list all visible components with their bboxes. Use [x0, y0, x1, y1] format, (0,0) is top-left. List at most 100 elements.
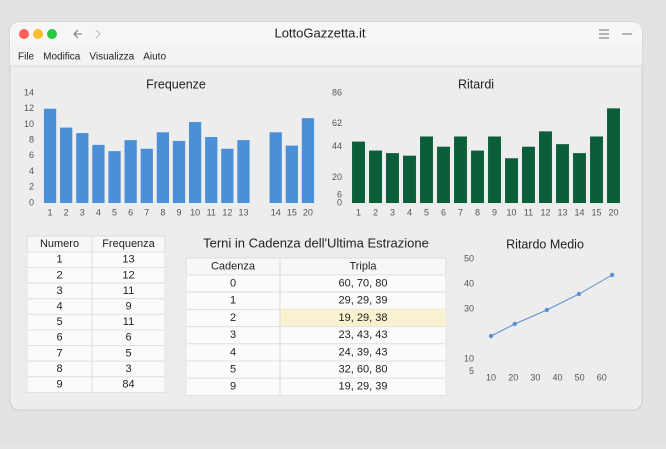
x-tick-label: 3 — [390, 207, 395, 217]
table-cell: 6 — [125, 332, 131, 344]
menu-bar — [10, 46, 642, 66]
table-cell: 1 — [56, 254, 62, 266]
x-tick-label: 9 — [492, 207, 497, 217]
column-header: Tripla — [349, 260, 377, 272]
table-cell: 8 — [56, 363, 62, 375]
table-cell: 23, 43, 43 — [339, 329, 388, 341]
table-title: Terni in Cadenza dell'Ultima Estrazione — [203, 235, 429, 250]
bar — [285, 145, 298, 203]
menu-item[interactable]: File — [18, 52, 35, 63]
table-cell: 7 — [56, 347, 62, 359]
y-tick-label: 20 — [332, 172, 342, 182]
x-tick-label: 14 — [271, 207, 281, 217]
table-cell: 4 — [230, 346, 236, 358]
back-button[interactable] — [73, 29, 82, 39]
x-tick-label: 3 — [80, 207, 85, 217]
table-row — [185, 377, 447, 396]
bar — [60, 127, 73, 203]
table-row — [26, 360, 166, 378]
table-row — [26, 267, 166, 284]
y-tick-label: 0 — [29, 197, 34, 207]
title-bar — [10, 22, 642, 46]
bar — [92, 144, 105, 203]
point — [609, 272, 615, 278]
table-cell: 60, 70, 80 — [339, 278, 388, 290]
bar — [505, 158, 518, 203]
bar — [108, 151, 121, 203]
table-cell: 2 — [56, 269, 62, 281]
x-tick-label: 10 — [190, 207, 200, 217]
bar — [124, 140, 137, 203]
y-tick-label: 86 — [332, 87, 342, 97]
y-tick-label: 10 — [24, 119, 34, 129]
chart-title: Frequenze — [146, 77, 206, 91]
table-cell: 2 — [230, 312, 236, 324]
menu-item[interactable]: Modifica — [43, 52, 81, 63]
bar — [301, 118, 315, 203]
y-tick-label: 44 — [332, 141, 342, 151]
x-tick-label: 20 — [608, 207, 618, 217]
minimize-button[interactable] — [33, 29, 43, 39]
bar — [386, 153, 399, 203]
menu-item[interactable]: Visualizza — [89, 52, 134, 63]
table-cell: 0 — [230, 278, 236, 290]
menu-item[interactable]: Aiuto — [143, 52, 166, 63]
x-tick-label: 4 — [96, 207, 101, 217]
table-cell: 1 — [230, 295, 236, 307]
table-cell: 19, 29, 38 — [339, 312, 388, 324]
y-tick-label: 50 — [464, 253, 474, 263]
y-tick-label: 5 — [469, 366, 474, 376]
x-tick-label: 2 — [373, 207, 378, 217]
x-tick-label: 5 — [112, 207, 117, 217]
column-header: Numero — [40, 238, 79, 250]
x-tick-label: 10 — [506, 207, 516, 217]
bar — [420, 136, 433, 203]
x-tick-label: 15 — [591, 207, 601, 217]
highlight-cell — [280, 309, 446, 327]
bar — [522, 146, 535, 203]
bar — [237, 140, 250, 203]
table-cell: 84 — [122, 379, 134, 391]
sidebar-button[interactable] — [599, 29, 609, 39]
x-tick-label: 7 — [458, 207, 463, 217]
table-row — [185, 291, 447, 310]
close-button[interactable] — [19, 29, 29, 39]
table-cell: 5 — [230, 364, 236, 376]
point — [576, 291, 582, 297]
bar — [539, 131, 552, 203]
bar — [403, 155, 416, 203]
bar — [140, 148, 153, 203]
bar — [437, 146, 450, 203]
window-title: LottoGazzetta.it — [274, 25, 365, 40]
y-tick-label: 4 — [29, 166, 34, 176]
x-tick-label: 6 — [441, 207, 446, 217]
bar — [607, 108, 620, 203]
y-tick-label: 2 — [29, 182, 34, 192]
table-cell: 9 — [56, 379, 62, 391]
table-row — [185, 274, 447, 293]
table-cell: 19, 29, 39 — [339, 381, 388, 393]
x-tick-label: 11 — [207, 207, 216, 217]
y-tick-label: 30 — [464, 303, 474, 313]
bar — [488, 136, 501, 203]
x-tick-label: 7 — [144, 207, 149, 217]
x-tick-label: 6 — [128, 207, 133, 217]
table-row — [185, 360, 447, 379]
table-row — [26, 345, 166, 362]
x-tick-label: 15 — [287, 207, 297, 217]
forward-button[interactable] — [95, 29, 101, 39]
table-cell: 12 — [122, 269, 134, 281]
y-tick-label: 14 — [24, 87, 34, 97]
zoom-button[interactable] — [47, 29, 57, 39]
table-cell: 13 — [122, 254, 134, 266]
x-tick-label: 50 — [575, 372, 585, 382]
x-tick-label: 1 — [48, 207, 53, 217]
bar — [221, 148, 234, 203]
x-tick-label: 1 — [356, 207, 361, 217]
table-cell: 3 — [125, 363, 131, 375]
bar — [573, 153, 586, 203]
table-cell: 29, 29, 39 — [339, 295, 388, 307]
table-cell: 5 — [125, 347, 131, 359]
